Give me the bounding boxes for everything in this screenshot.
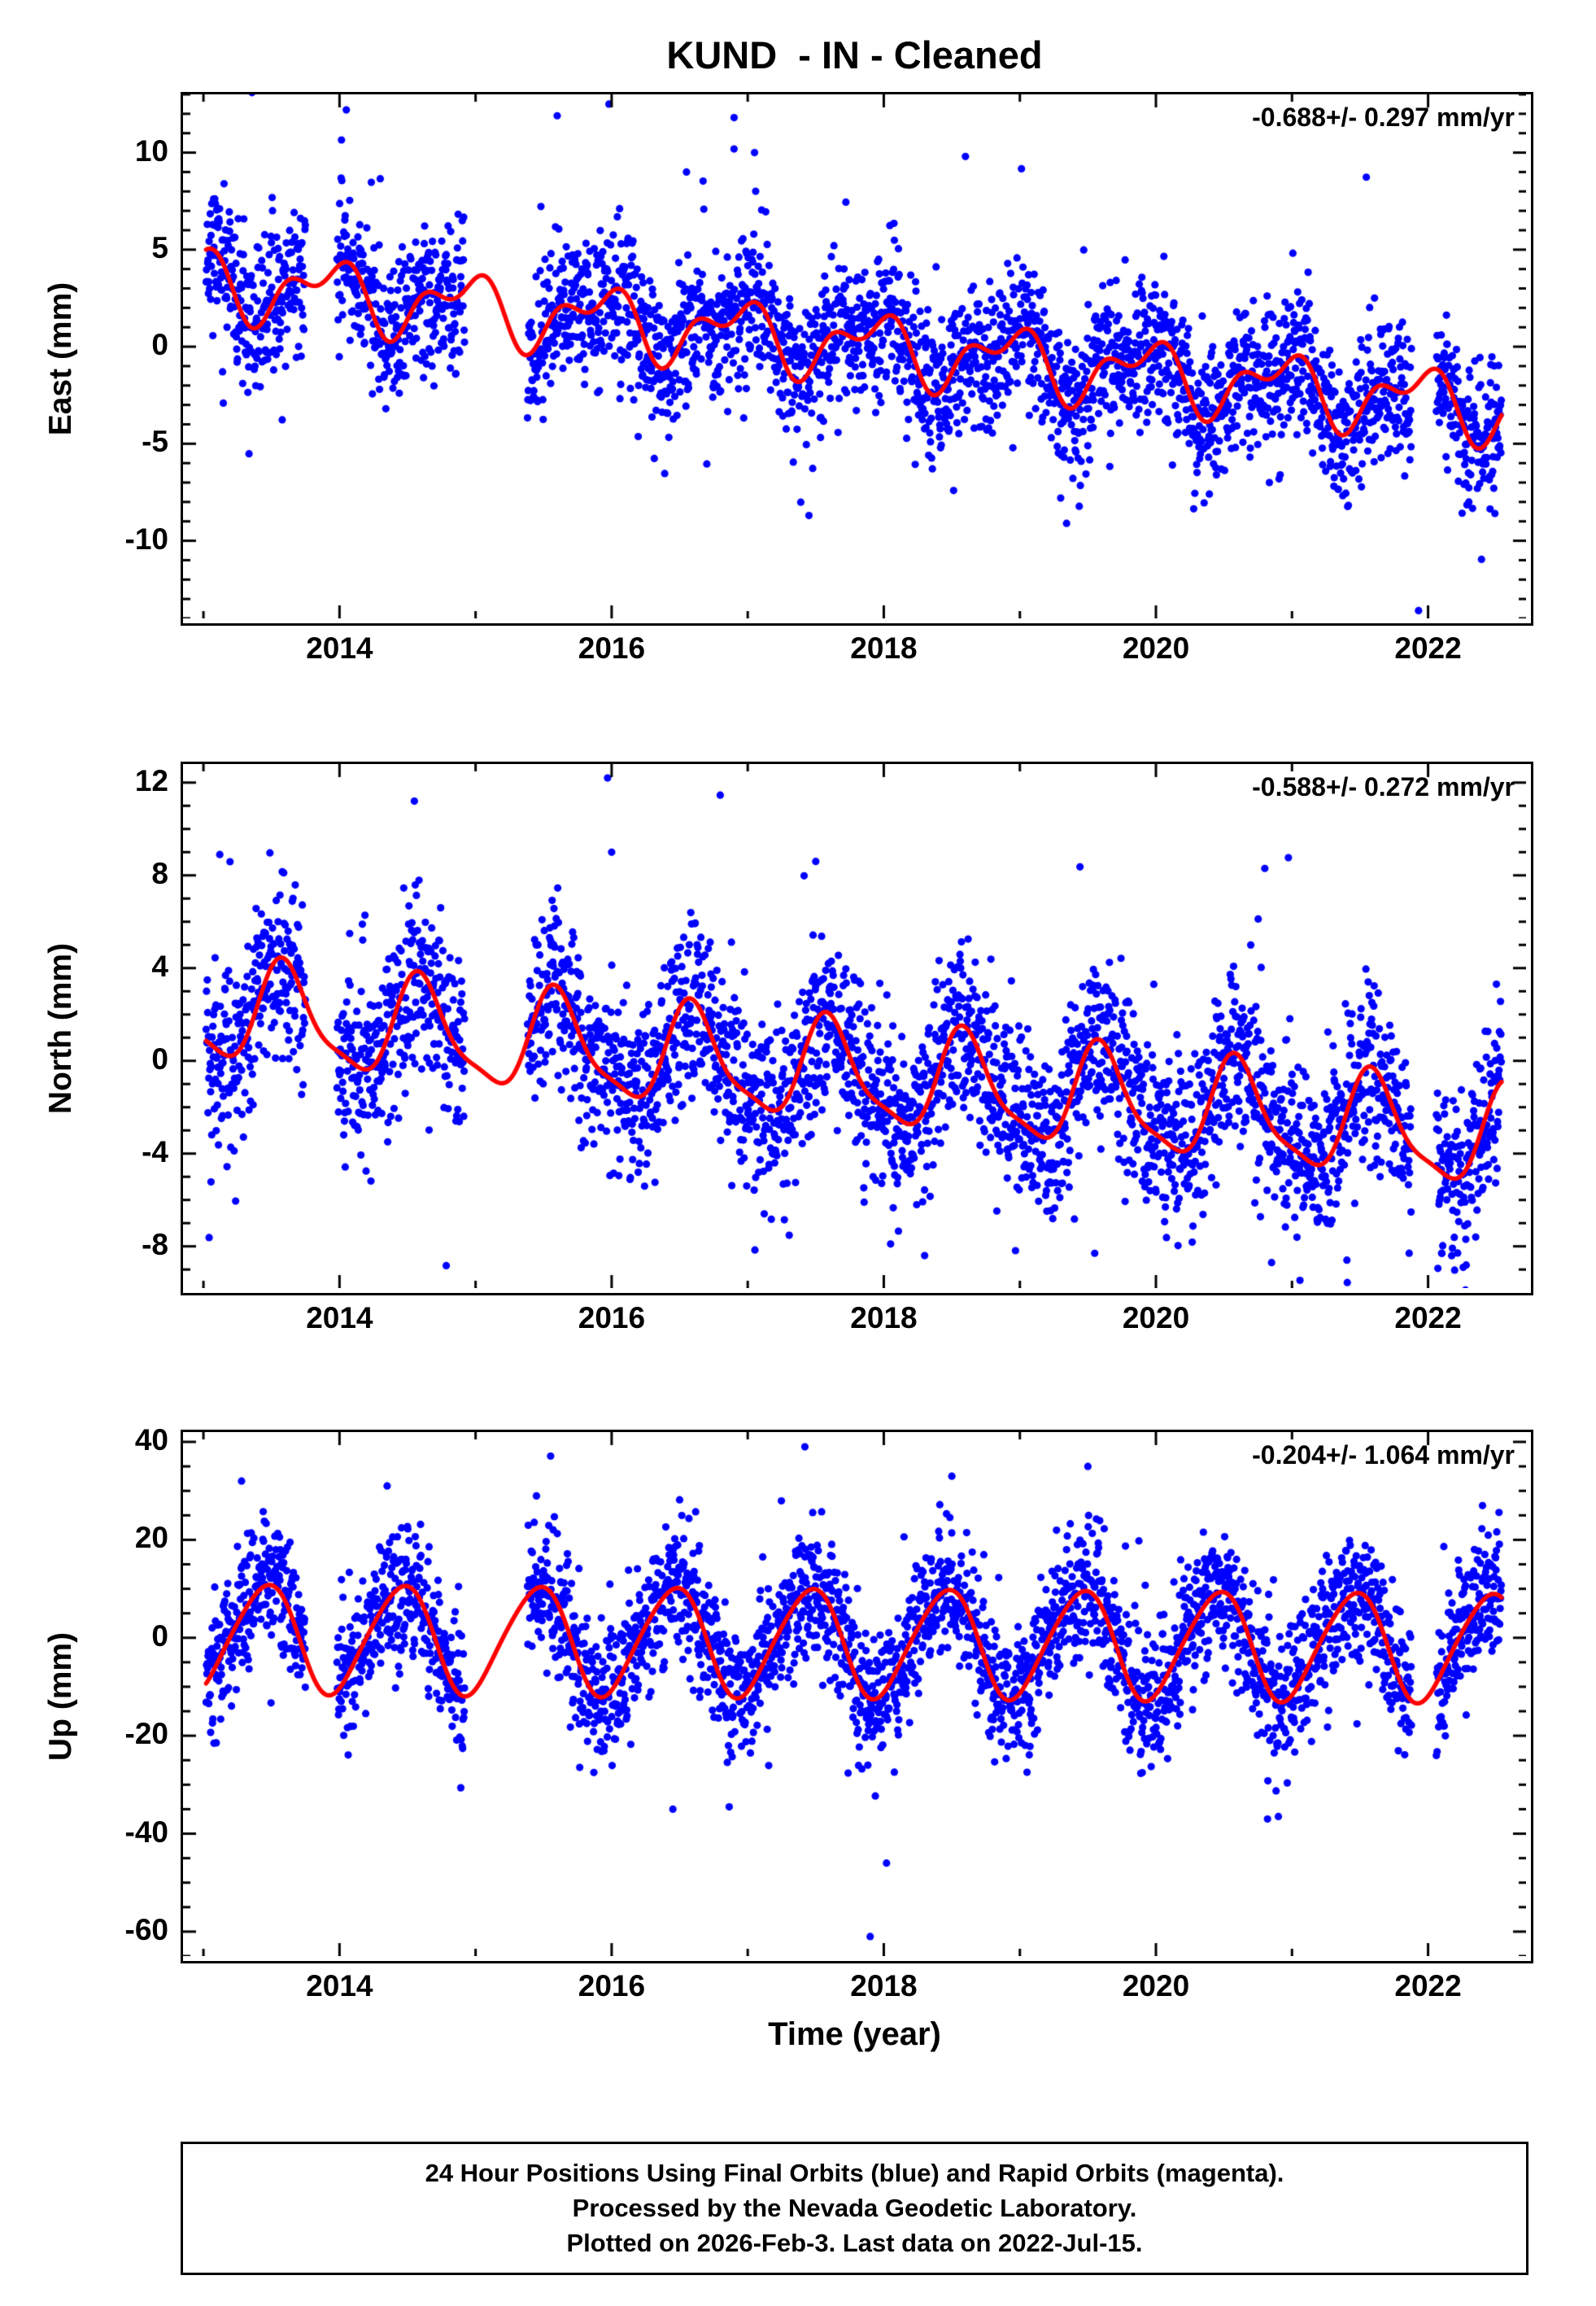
x-tick-label: 2014 bbox=[306, 631, 373, 665]
north-plot-canvas bbox=[183, 764, 1526, 1288]
y-tick-label: -5 bbox=[142, 425, 168, 459]
x-tick-label: 2020 bbox=[1122, 1301, 1190, 1334]
y-tick-label: 0 bbox=[151, 328, 168, 362]
x-tick-label: 2018 bbox=[850, 631, 918, 665]
y-tick-label: 0 bbox=[151, 1618, 168, 1653]
up-plot-canvas bbox=[183, 1432, 1526, 1956]
up-panel: Up (mm) -0.204+/- 1.064 mm/yr 2014 2016 20… bbox=[43, 1423, 1533, 2002]
x-tick-label: 2016 bbox=[578, 1301, 646, 1334]
y-tick-label: 5 bbox=[151, 230, 168, 264]
chart-title: KUND - IN - Cleaned bbox=[666, 33, 1043, 76]
north-rate-annotation: -0.588+/- 0.272 mm/yr bbox=[1252, 772, 1515, 801]
y-tick-label: 0 bbox=[151, 1042, 168, 1076]
y-tick-label: 40 bbox=[134, 1423, 168, 1457]
east-panel: East (mm) -0.688+/- 0.297 mm/yr 2014 2016… bbox=[43, 92, 1533, 665]
footer-line: Plotted on 2026-Feb-3. Last data on 2022… bbox=[566, 2229, 1143, 2257]
up-rate-annotation: -0.204+/- 1.064 mm/yr bbox=[1252, 1440, 1515, 1470]
y-tick-label: -40 bbox=[124, 1815, 168, 1849]
x-tick-label: 2014 bbox=[306, 1969, 373, 2002]
north-panel: North (mm) -0.588+/- 0.272 mm/yr 2014 201… bbox=[43, 762, 1533, 1334]
y-tick-label: 4 bbox=[151, 949, 168, 983]
y-tick-label: -8 bbox=[142, 1227, 168, 1261]
x-tick-label: 2022 bbox=[1394, 1301, 1462, 1334]
x-axis-label: Time (year) bbox=[768, 2016, 941, 2052]
x-tick-label: 2018 bbox=[850, 1301, 918, 1334]
footer-note: 24 Hour Positions Using Final Orbits (bl… bbox=[181, 2142, 1528, 2275]
footer-line: Processed by the Nevada Geodetic Laborat… bbox=[572, 2194, 1137, 2222]
east-rate-annotation: -0.688+/- 0.297 mm/yr bbox=[1252, 103, 1515, 132]
y-tick-label: -60 bbox=[124, 1912, 168, 1946]
x-tick-label: 2018 bbox=[850, 1969, 918, 2002]
x-tick-label: 2016 bbox=[578, 631, 646, 665]
x-tick-label: 2020 bbox=[1122, 1969, 1190, 2002]
x-tick-label: 2020 bbox=[1122, 631, 1190, 665]
x-tick-label: 2014 bbox=[306, 1301, 373, 1334]
y-tick-label: -20 bbox=[124, 1717, 168, 1751]
east-plot-canvas bbox=[183, 94, 1526, 618]
y-tick-label: -4 bbox=[142, 1134, 168, 1168]
y-tick-label: -10 bbox=[124, 522, 168, 556]
y-tick-label: 20 bbox=[134, 1521, 168, 1555]
x-tick-label: 2016 bbox=[578, 1969, 646, 2002]
x-tick-label: 2022 bbox=[1394, 1969, 1462, 2002]
x-tick-label: 2022 bbox=[1394, 631, 1462, 665]
y-tick-label: 10 bbox=[134, 133, 168, 168]
footer-line: 24 Hour Positions Using Final Orbits (bl… bbox=[425, 2159, 1284, 2187]
y-tick-label: 8 bbox=[151, 856, 168, 890]
y-tick-label: 12 bbox=[134, 763, 168, 797]
